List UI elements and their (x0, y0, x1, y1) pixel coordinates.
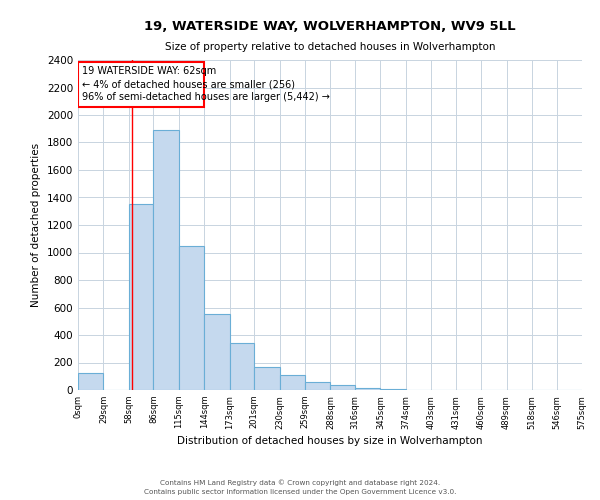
Bar (355, 388, 380, 390)
Bar (78, 373, 103, 390)
Bar (305, 382, 331, 390)
Text: 19, WATERSIDE WAY, WOLVERHAMPTON, WV9 5LL: 19, WATERSIDE WAY, WOLVERHAMPTON, WV9 5L… (144, 20, 516, 33)
Text: ← 4% of detached houses are smaller (256): ← 4% of detached houses are smaller (256… (82, 79, 295, 89)
Text: Size of property relative to detached houses in Wolverhampton: Size of property relative to detached ho… (165, 42, 495, 52)
Bar (254, 368, 280, 390)
Bar (129, 204, 154, 390)
Bar (280, 375, 305, 390)
Text: 96% of semi-detached houses are larger (5,442) →: 96% of semi-detached houses are larger (… (82, 92, 330, 102)
Text: Contains HM Land Registry data © Crown copyright and database right 2024.
Contai: Contains HM Land Registry data © Crown c… (144, 480, 456, 495)
Y-axis label: Number of detached properties: Number of detached properties (31, 143, 41, 307)
Bar (179, 246, 204, 390)
Bar (204, 314, 230, 390)
Bar (331, 385, 355, 390)
Bar (380, 389, 406, 390)
Bar (230, 343, 254, 390)
Bar (154, 130, 179, 390)
Bar (79, 62, 204, 108)
Text: 19 WATERSIDE WAY: 62sqm: 19 WATERSIDE WAY: 62sqm (82, 66, 216, 76)
X-axis label: Distribution of detached houses by size in Wolverhampton: Distribution of detached houses by size … (177, 436, 483, 446)
